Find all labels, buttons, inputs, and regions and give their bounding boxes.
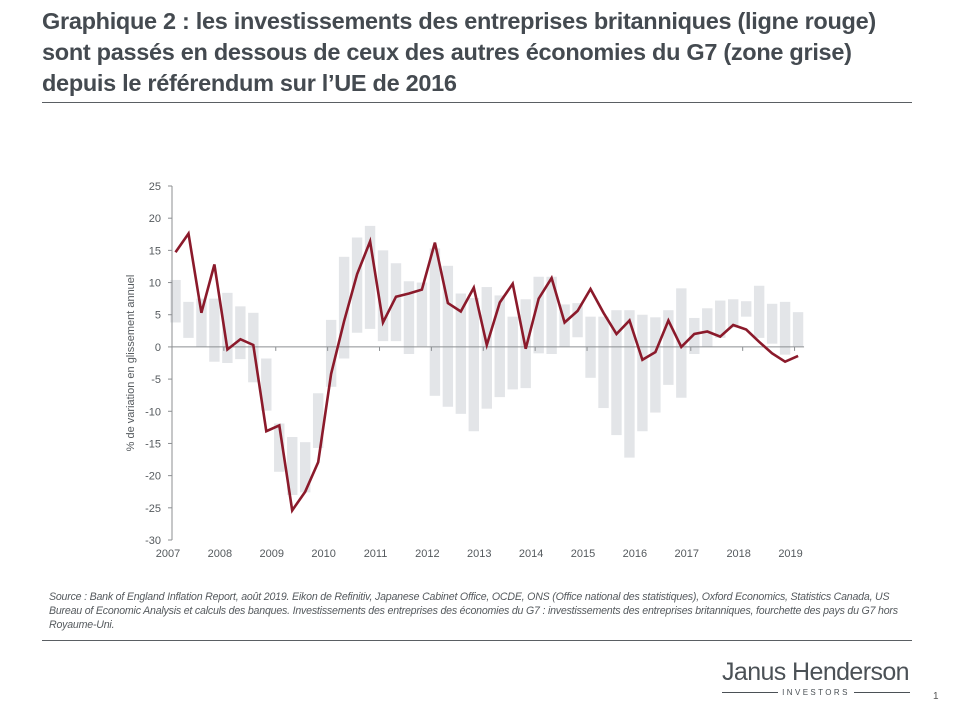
range-bar [559, 304, 570, 347]
y-tick-label: 0 [155, 342, 161, 354]
range-bar [235, 306, 246, 360]
range-bar [637, 314, 648, 432]
range-bar [468, 297, 480, 432]
x-tick-label: 2019 [778, 548, 802, 560]
range-bar [624, 310, 635, 458]
y-tick-label: 5 [155, 310, 161, 322]
y-axis-title: % de variation en glissement annuel [125, 275, 137, 452]
range-bar [416, 282, 428, 347]
x-tick-label: 2016 [623, 548, 647, 560]
range-bar [261, 358, 272, 411]
logo-subtitle-text: INVESTORS [782, 688, 850, 697]
x-tick-label: 2008 [208, 548, 232, 560]
range-bar [196, 298, 207, 347]
range-bar [312, 393, 324, 448]
page-number: 1 [933, 691, 939, 702]
y-tick-label: 15 [149, 245, 161, 257]
range-bar [364, 225, 376, 329]
range-bar [183, 301, 194, 338]
g7-range-bars [170, 225, 804, 495]
y-tick-label: -20 [145, 471, 161, 483]
source-note: Source : Bank of England Inflation Repor… [49, 591, 898, 631]
range-bar [598, 316, 609, 409]
x-tick-label: 2010 [311, 548, 335, 560]
range-bar [728, 299, 739, 328]
y-tick-label: -25 [145, 503, 161, 515]
y-tick-label: 20 [149, 213, 161, 225]
range-bar [766, 303, 778, 344]
x-tick-label: 2014 [519, 548, 543, 560]
y-tick-label: -10 [145, 406, 161, 418]
range-bar [753, 285, 765, 338]
range-bar [300, 442, 311, 493]
uk-investment-line-group [174, 230, 799, 514]
range-bar [779, 301, 791, 355]
range-bar [533, 276, 544, 354]
range-bar [222, 292, 233, 363]
range-bar [390, 263, 402, 342]
x-tick-label: 2017 [675, 548, 699, 560]
range-bar [494, 295, 505, 398]
x-tick-label: 2011 [364, 548, 388, 560]
range-bar [429, 248, 441, 396]
range-bar [274, 423, 285, 472]
logo-rule-left [722, 692, 779, 693]
title-divider [42, 102, 912, 103]
range-bar [351, 237, 363, 333]
range-bar [546, 276, 557, 354]
range-bar [611, 310, 622, 436]
range-bar [170, 279, 181, 323]
range-bar [338, 256, 350, 359]
range-bar [663, 310, 674, 385]
x-tick-label: 2018 [726, 548, 750, 560]
range-bar [740, 301, 752, 317]
y-tick-label: 10 [149, 278, 161, 290]
range-bar [403, 281, 415, 354]
x-tick-label: 2013 [467, 548, 491, 560]
range-bar [325, 319, 337, 387]
range-bar [702, 308, 713, 347]
range-bar [287, 437, 298, 495]
range-bar [507, 316, 518, 390]
range-bar [377, 250, 389, 342]
range-bar [792, 312, 804, 347]
logo-rule-right [853, 692, 910, 693]
y-tick-label: 25 [149, 181, 161, 193]
logo-subtitle: INVESTORS [722, 688, 910, 697]
uk-investment-line [174, 230, 799, 514]
y-tick-label: -5 [151, 374, 161, 386]
x-tick-label: 2012 [415, 548, 439, 560]
range-bar [650, 317, 661, 413]
x-tick-label: 2009 [260, 548, 284, 560]
source-divider [42, 640, 912, 641]
x-tick-label: 2007 [156, 548, 180, 560]
y-tick-label: -30 [145, 535, 161, 547]
x-tick-label: 2015 [571, 548, 595, 560]
range-bar [209, 298, 220, 362]
logo-wordmark: Janus Henderson [722, 658, 910, 686]
range-bar [442, 265, 454, 407]
range-bar [715, 300, 726, 338]
range-bar [572, 303, 583, 338]
chart-title: Graphique 2 : les investissements des en… [42, 8, 876, 96]
range-bar [455, 293, 467, 414]
range-bar [689, 317, 700, 354]
y-tick-label: -15 [145, 438, 161, 450]
range-bar [676, 288, 687, 398]
